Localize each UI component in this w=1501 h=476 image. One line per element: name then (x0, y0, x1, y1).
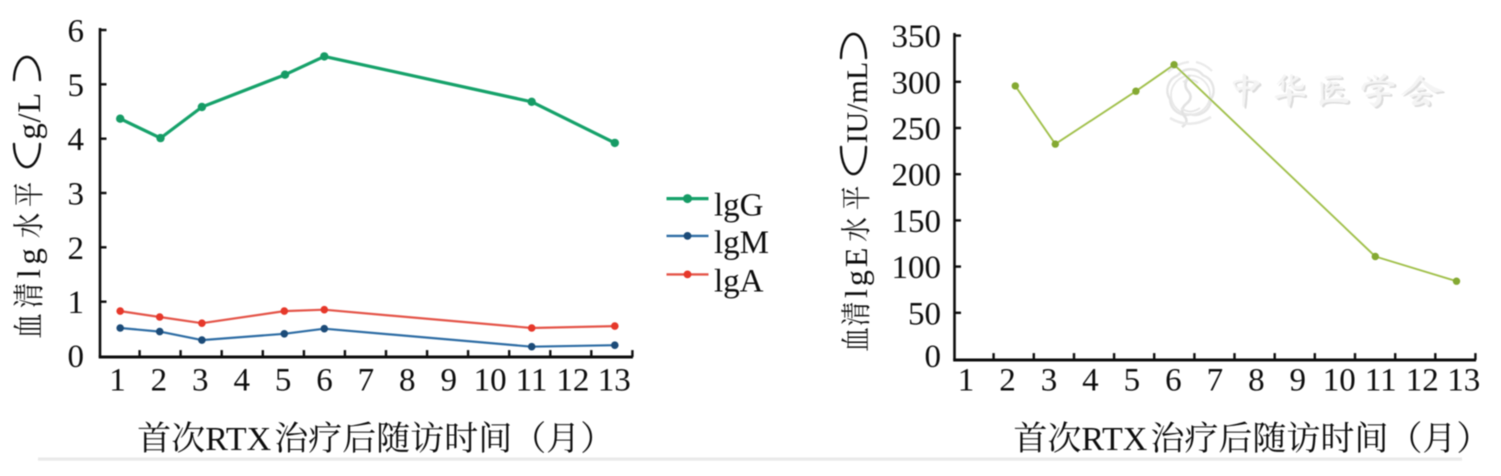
svg-text:0: 0 (925, 339, 942, 375)
svg-text:11: 11 (516, 363, 548, 399)
svg-text:3: 3 (192, 363, 209, 399)
svg-text:RTX: RTX (205, 421, 271, 458)
svg-text:4: 4 (1082, 363, 1099, 399)
svg-text:1: 1 (109, 363, 126, 399)
svg-text:300: 300 (892, 65, 942, 101)
svg-text:8: 8 (1248, 363, 1265, 399)
svg-text:g/L: g/L (12, 92, 48, 140)
svg-text:7: 7 (1207, 363, 1224, 399)
svg-text:lgA: lgA (714, 263, 764, 299)
svg-text:1: 1 (68, 285, 85, 321)
svg-text:250: 250 (892, 112, 942, 148)
svg-text:2: 2 (999, 363, 1016, 399)
svg-text:12: 12 (1406, 363, 1439, 399)
svg-text:lgG: lgG (714, 188, 764, 224)
svg-text:150: 150 (892, 204, 942, 240)
svg-text:RTX: RTX (1081, 421, 1147, 458)
svg-text:lg: lg (12, 244, 48, 279)
svg-text:6: 6 (1165, 363, 1182, 399)
svg-text:lgM: lgM (714, 225, 769, 261)
svg-text:2: 2 (151, 363, 168, 399)
svg-text:8: 8 (399, 363, 416, 399)
svg-text:13: 13 (598, 363, 631, 399)
svg-text:7: 7 (358, 363, 375, 399)
svg-text:350: 350 (892, 19, 942, 55)
svg-text:1: 1 (958, 363, 975, 399)
svg-text:11: 11 (1365, 363, 1397, 399)
svg-text:6: 6 (68, 14, 85, 50)
svg-text:12: 12 (556, 363, 589, 399)
svg-text:10: 10 (474, 363, 507, 399)
svg-text:4: 4 (233, 363, 250, 399)
svg-text:50: 50 (908, 296, 941, 332)
svg-text:100: 100 (892, 250, 942, 286)
svg-text:13: 13 (1447, 363, 1480, 399)
svg-text:2: 2 (68, 231, 85, 267)
svg-text:3: 3 (68, 177, 85, 213)
svg-text:200: 200 (892, 158, 942, 194)
svg-text:10: 10 (1323, 363, 1356, 399)
svg-text:5: 5 (1124, 363, 1141, 399)
svg-text:IU/mL: IU/mL (841, 62, 874, 144)
svg-text:5: 5 (275, 363, 292, 399)
svg-text:5: 5 (68, 68, 85, 104)
svg-text:6: 6 (316, 363, 333, 399)
svg-text:3: 3 (1041, 363, 1058, 399)
svg-text:4: 4 (68, 122, 85, 158)
svg-text:0: 0 (68, 339, 85, 375)
svg-text:9: 9 (1290, 363, 1307, 399)
svg-text:lgE: lgE (838, 245, 874, 298)
svg-text:9: 9 (440, 363, 457, 399)
